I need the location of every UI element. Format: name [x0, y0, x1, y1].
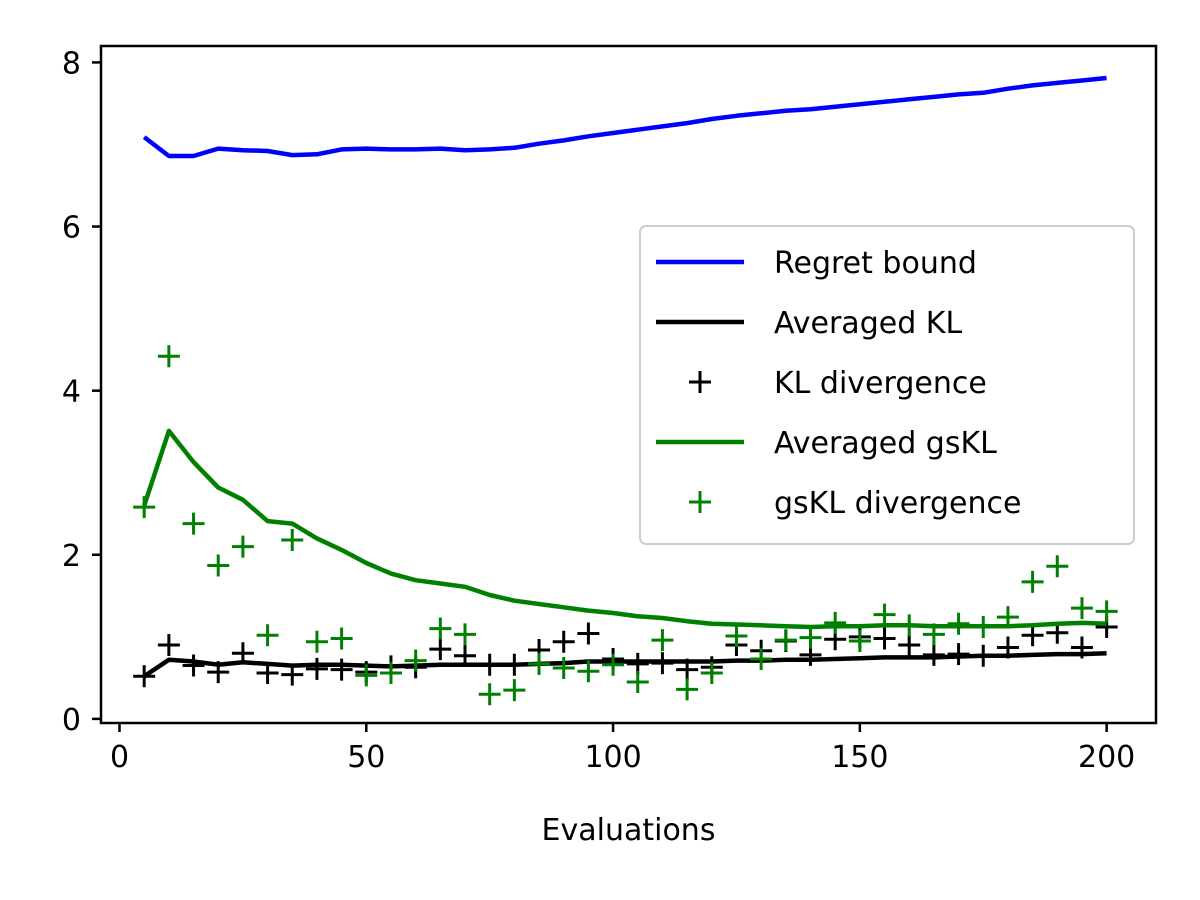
kl-divergence-point: [972, 644, 995, 667]
kl-divergence-point: [552, 630, 575, 653]
kl-divergence-point: [182, 654, 205, 677]
gskl-divergence-point: [1021, 570, 1044, 593]
gskl-divergence-point: [799, 626, 822, 649]
kl-divergence-point: [454, 644, 477, 667]
x-axis: 0 50 100 150 200: [110, 723, 1135, 775]
series-layer: [133, 75, 1118, 706]
kl-divergence-point: [330, 658, 353, 681]
gskl-divergence-point: [478, 683, 501, 706]
x-tick-label: 200: [1078, 740, 1135, 775]
legend-item-averaged-gskl: Averaged gsKL: [656, 426, 997, 461]
gskl-divergence-point: [947, 612, 970, 635]
gskl-divergence-point: [429, 617, 452, 640]
gskl-divergence-point: [626, 670, 649, 693]
gskl-divergence-point: [281, 529, 304, 552]
gskl-divergence-point: [1046, 555, 1069, 578]
y-tick-label: 8: [62, 46, 81, 81]
gskl-divergence-point: [824, 611, 847, 634]
gskl-divergence-point: [157, 345, 180, 368]
y-axis: 0 2 4 6 8: [62, 46, 101, 738]
averaged-gskl-line: [142, 428, 1107, 630]
gskl-divergence-point: [256, 624, 279, 647]
gskl-divergence-point: [848, 629, 871, 652]
gskl-divergence-point: [528, 652, 551, 675]
kl-divergence-point: [922, 643, 945, 666]
legend-label: Averaged KL: [774, 306, 962, 341]
legend-marker-swatch: [689, 371, 711, 393]
gskl-divergence-point: [207, 554, 230, 577]
legend-item-kl-divergence: KL divergence: [689, 366, 987, 401]
gskl-divergence-point: [231, 535, 254, 558]
gskl-divergence-point: [1095, 600, 1118, 623]
kl-divergence-point: [231, 642, 254, 665]
kl-divergence-point: [157, 634, 180, 657]
gskl-divergence-point: [355, 664, 378, 687]
kl-divergence-point: [429, 638, 452, 661]
gskl-divergence-point: [651, 629, 674, 652]
kl-divergence-point: [503, 653, 526, 676]
kl-divergence-point: [1070, 636, 1093, 659]
y-tick-label: 6: [62, 211, 81, 246]
kl-divergence-point: [256, 661, 279, 684]
gskl-divergence-point: [503, 679, 526, 702]
legend-item-averaged-kl: Averaged KL: [656, 306, 962, 341]
x-axis-label: Evaluations: [542, 813, 716, 848]
legend-box: [639, 225, 1135, 545]
kl-divergence-point: [305, 657, 328, 680]
y-tick-label: 0: [62, 703, 81, 738]
gskl-divergence-point: [182, 512, 205, 535]
legend-label: gsKL divergence: [774, 486, 1021, 521]
kl-divergence-point: [996, 636, 1019, 659]
gskl-divergence-point: [898, 614, 921, 637]
kl-divergence-point: [898, 634, 921, 657]
kl-divergence-point: [947, 643, 970, 666]
kl-divergence-point: [1021, 624, 1044, 647]
legend: Regret bound Averaged KL KL divergence Aver…: [639, 225, 1135, 545]
gskl-divergence-point: [700, 661, 723, 684]
gskl-divergence-point: [725, 625, 748, 648]
gskl-divergence-point: [454, 623, 477, 646]
gskl-divergence-point: [602, 653, 625, 676]
x-tick-label: 150: [831, 740, 888, 775]
kl-divergence-point: [207, 661, 230, 684]
legend-item-regret-bound: Regret bound: [656, 246, 977, 281]
gskl-divergence-point: [996, 606, 1019, 629]
gskl-divergence-point: [552, 657, 575, 680]
x-tick-label: 0: [110, 740, 129, 775]
gskl-divergence-point: [972, 615, 995, 638]
averaged-kl-line: [142, 650, 1107, 679]
legend-marker-swatch: [689, 491, 711, 513]
kl-divergence-point: [281, 663, 304, 686]
gskl-divergence-point: [873, 603, 896, 626]
kl-divergence-point: [577, 622, 600, 645]
gskl-divergence-point: [676, 678, 699, 701]
gskl-divergence-point: [577, 660, 600, 683]
gskl-divergence-markers: [133, 345, 1118, 706]
legend-label: KL divergence: [774, 366, 987, 401]
gskl-divergence-point: [1070, 597, 1093, 620]
legend-item-gskl-divergence: gsKL divergence: [689, 486, 1021, 521]
regret-bound-line: [142, 75, 1107, 159]
gskl-divergence-point: [305, 630, 328, 653]
kl-divergence-point: [478, 653, 501, 676]
legend-label: Regret bound: [774, 246, 977, 281]
gskl-divergence-point: [133, 496, 156, 519]
kl-divergence-point: [676, 658, 699, 681]
y-tick-label: 2: [62, 539, 81, 574]
kl-divergence-point: [651, 652, 674, 675]
y-tick-label: 4: [62, 375, 81, 410]
kl-divergence-point: [133, 665, 156, 688]
gskl-divergence-point: [774, 629, 797, 652]
legend-label: Averaged gsKL: [774, 426, 997, 461]
gskl-divergence-point: [922, 623, 945, 646]
x-tick-label: 100: [584, 740, 641, 775]
gskl-divergence-point: [404, 649, 427, 672]
kl-divergence-point: [873, 627, 896, 650]
gskl-divergence-point: [379, 661, 402, 684]
plot-frame: [99, 44, 1158, 725]
x-tick-label: 50: [347, 740, 385, 775]
gskl-divergence-point: [330, 627, 353, 650]
gskl-divergence-point: [750, 647, 773, 670]
